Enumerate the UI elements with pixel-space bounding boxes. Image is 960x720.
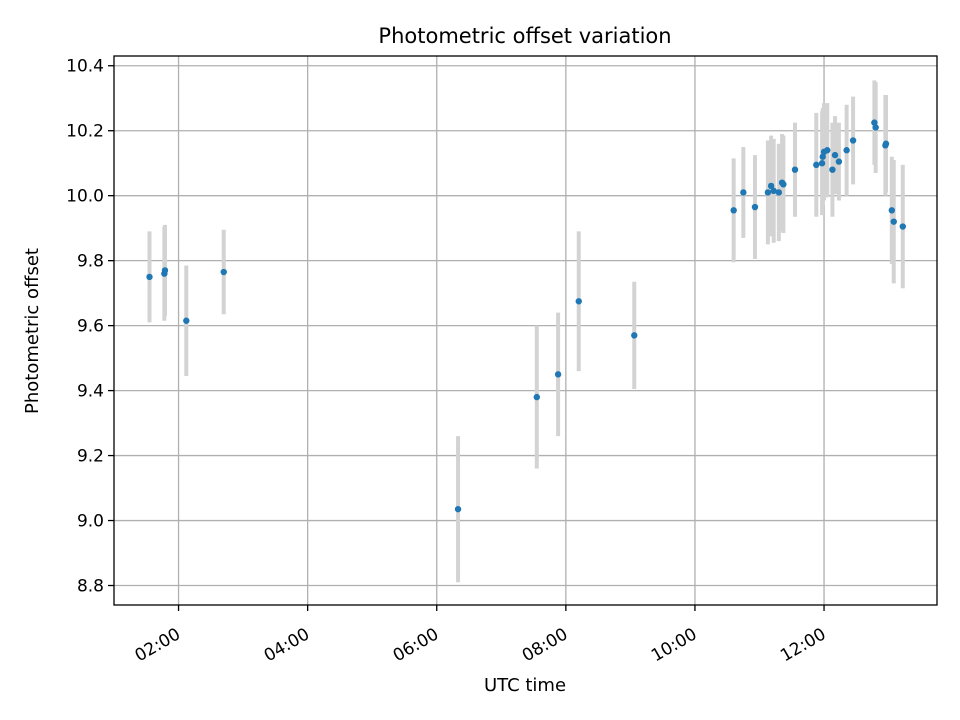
x-tick-label: 08:00 bbox=[519, 624, 571, 666]
data-point bbox=[813, 161, 820, 169]
data-point bbox=[843, 147, 850, 154]
data-point bbox=[819, 153, 826, 160]
data-point bbox=[146, 273, 153, 281]
y-tick-label: 8.8 bbox=[77, 577, 104, 597]
y-tick-label: 10.4 bbox=[66, 57, 104, 77]
data-point bbox=[631, 332, 638, 339]
y-tick-label: 9.2 bbox=[77, 447, 104, 467]
x-axis: 02:00 04:00 06:00 08:00 10:00 12:00 bbox=[132, 605, 830, 666]
data-point bbox=[899, 223, 906, 230]
y-tick-label: 10.0 bbox=[66, 187, 104, 207]
x-tick-label: 04:00 bbox=[261, 624, 313, 666]
data-point bbox=[764, 189, 772, 196]
y-axis-label: Photometric offset bbox=[22, 248, 43, 414]
data-point bbox=[775, 189, 783, 196]
data-point bbox=[835, 158, 843, 165]
data-point bbox=[770, 187, 777, 195]
data-point bbox=[730, 207, 737, 214]
x-tick-label: 12:00 bbox=[777, 624, 829, 666]
data-point bbox=[454, 505, 462, 513]
x-tick-label: 06:00 bbox=[390, 624, 442, 666]
x-axis-label: UTC time bbox=[484, 675, 566, 696]
data-point bbox=[554, 371, 562, 378]
data-point bbox=[780, 181, 787, 188]
data-point bbox=[882, 140, 890, 147]
y-tick-label: 9.8 bbox=[77, 252, 104, 272]
data-point bbox=[890, 218, 897, 225]
data-point bbox=[575, 298, 582, 305]
data-point bbox=[220, 268, 227, 276]
x-tick-label: 02:00 bbox=[132, 624, 184, 666]
data-point bbox=[888, 207, 896, 214]
plot-area-frame bbox=[113, 55, 938, 606]
data-point bbox=[818, 160, 826, 167]
data-point bbox=[791, 166, 799, 173]
data-point bbox=[831, 151, 839, 159]
data-point bbox=[751, 203, 759, 211]
error-bars bbox=[147, 80, 905, 583]
data-point bbox=[829, 166, 836, 173]
y-tick-label: 9.0 bbox=[77, 512, 104, 532]
chart-title: Photometric offset variation bbox=[378, 24, 671, 48]
data-point bbox=[740, 189, 747, 196]
grid bbox=[114, 56, 937, 605]
data-point bbox=[871, 119, 878, 126]
data-point bbox=[849, 137, 857, 144]
y-axis: 8.8 9.0 9.2 9.4 9.6 9.8 10.0 10.2 10.4 bbox=[66, 57, 114, 597]
data-point bbox=[183, 317, 190, 324]
data-point bbox=[767, 182, 775, 190]
data-points bbox=[146, 119, 906, 513]
y-tick-label: 9.6 bbox=[77, 317, 104, 337]
y-tick-label: 10.2 bbox=[66, 122, 104, 142]
y-tick-label: 9.4 bbox=[77, 382, 104, 402]
data-point bbox=[533, 393, 540, 401]
data-point bbox=[161, 267, 169, 274]
x-tick-label: 10:00 bbox=[648, 624, 700, 666]
data-point bbox=[824, 147, 831, 154]
data-point bbox=[872, 124, 879, 131]
